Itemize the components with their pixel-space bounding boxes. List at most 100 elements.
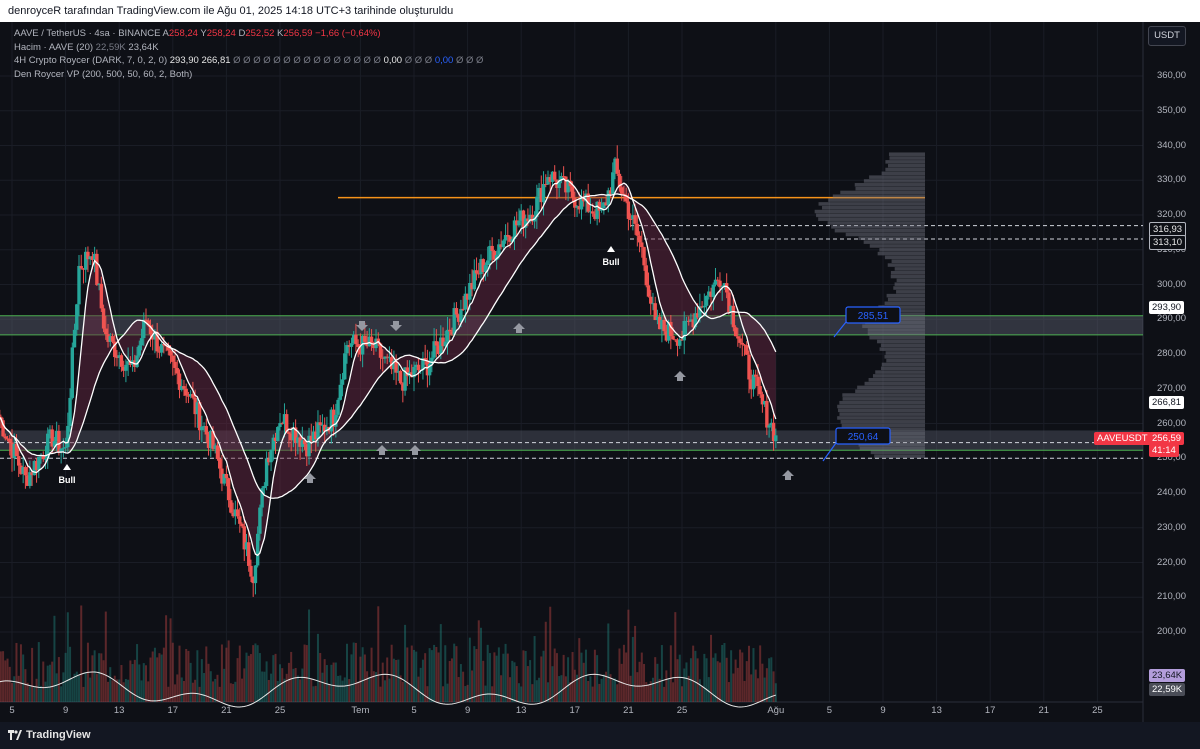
low-key: D [238,28,246,39]
volume-profile-bar [842,397,925,401]
volume-bar [421,659,424,702]
time-axis-label: 21 [1038,705,1050,716]
time-axis-label: 21 [221,705,232,716]
volume-profile-bar [884,355,925,359]
volume-bar [151,651,154,702]
price-axis[interactable]: 360,00350,00340,00330,00320,00310,00300,… [1143,22,1200,702]
volume-bar [538,677,541,702]
volume-bar [178,645,181,702]
indicator1-label[interactable]: 4H Crypto Roycer (DARK, 7, 0, 2, 0) [14,55,168,66]
volume-bar [218,686,221,702]
arrow-up-icon [376,445,388,455]
candle-body [101,308,106,329]
candle-body [334,414,338,427]
volume-bar [674,612,677,702]
volume-bar [48,664,51,702]
candle-body [340,379,345,385]
volume-bar [712,657,715,702]
volume-profile-bar [886,293,925,298]
volume-bar [663,686,666,702]
candle-body [157,351,162,353]
volume-bar [176,674,179,702]
indicator1-value-1: 293,90 [169,55,199,66]
candle-body [716,279,720,281]
time-axis[interactable]: 5 9 13 17 21 25 Tem 5 9 13 17 21 25 Ağu 5 9 13 17 21 25 [0,702,1143,720]
volume-label[interactable]: Hacim · AAVE (20) [14,41,94,53]
candle-body [642,247,646,266]
price-axis-label: 230,00 [1156,521,1186,533]
volume-bar [147,681,150,702]
indicator1-empty-c: Ø Ø Ø [455,55,484,66]
candle-body [430,357,434,364]
volume-bar [531,684,534,702]
volume-bar [363,654,366,702]
volume-bar [500,675,503,702]
volume-bar [241,678,244,702]
grid [0,22,1144,722]
candle-body [483,265,488,273]
candle-body [240,523,244,527]
volume-bar [169,618,172,702]
candle-body [23,467,28,476]
candle-body [88,256,92,260]
volume-profile-bar [842,393,925,397]
legend-symbol-row[interactable]: AAVE / TetherUS · 4sa · BINANCE A258,24 … [14,27,483,41]
volume-bar [310,679,313,702]
brand-name[interactable]: TradingView [26,729,91,741]
volume-bar [605,671,608,702]
price-tag-293: 293,90 [1149,301,1185,314]
volume-bar [488,653,491,702]
callout-lower-value: 250,64 [848,432,879,443]
volume-bar [765,668,768,702]
candle-body [568,180,573,187]
candle-body [577,206,581,210]
candle-body [255,533,260,566]
candle-body [220,468,224,484]
volume-bar [587,680,590,702]
volume-bar [522,650,525,702]
legend-volume-row[interactable]: Hacim · AAVE (20) 22,59K 23,64K [14,41,483,55]
volume-bar [361,647,364,702]
volume-bar [55,673,58,702]
legend-indicator2-row[interactable]: Den Roycer VP (200, 500, 50, 60, 2, Both… [14,68,483,82]
volume-profile-bar [886,358,925,363]
candle-body [63,447,68,449]
volume-bar [404,624,407,702]
candle-body [736,336,740,339]
candle-body [378,343,383,358]
candle-body [206,434,211,448]
legend-indicator1-row[interactable]: 4H Crypto Roycer (DARK, 7, 0, 2, 0) 293,… [14,54,483,68]
candle-body [354,334,358,345]
candle-body [747,354,751,380]
currency-button[interactable]: USDT [1148,26,1186,46]
candle-body [508,236,512,242]
volume-bar [495,655,498,702]
volume-profile-bar [894,267,925,271]
volume-bar [279,664,281,702]
candle-body [631,215,635,220]
volume-bar [571,652,574,702]
candle-body [273,437,278,442]
volume-profile-bar [885,351,925,355]
candle-body [338,384,342,400]
volume-bar [343,677,346,702]
symbol-label[interactable]: AAVE / TetherUS · 4sa · BINANCE [14,28,161,39]
volume-profile-bar [879,347,925,351]
candle-body [617,173,622,188]
tradingview-logo-icon[interactable] [8,730,22,740]
volume-bar [11,682,13,702]
candle-body [490,245,494,251]
volume-bar [763,677,766,702]
candle-body [300,440,305,447]
indicator2-label[interactable]: Den Roycer VP (200, 500, 50, 60, 2, Both… [14,68,193,80]
candle-body [537,187,541,197]
volume-profile-bar [863,179,925,183]
volume-bar [622,644,625,702]
volume-bar [254,643,257,702]
arrow-down-icon [390,321,402,331]
candle-body [331,409,336,427]
volume-bars [0,605,777,708]
candle-body [66,425,70,448]
volume-profile-bar [840,420,925,424]
